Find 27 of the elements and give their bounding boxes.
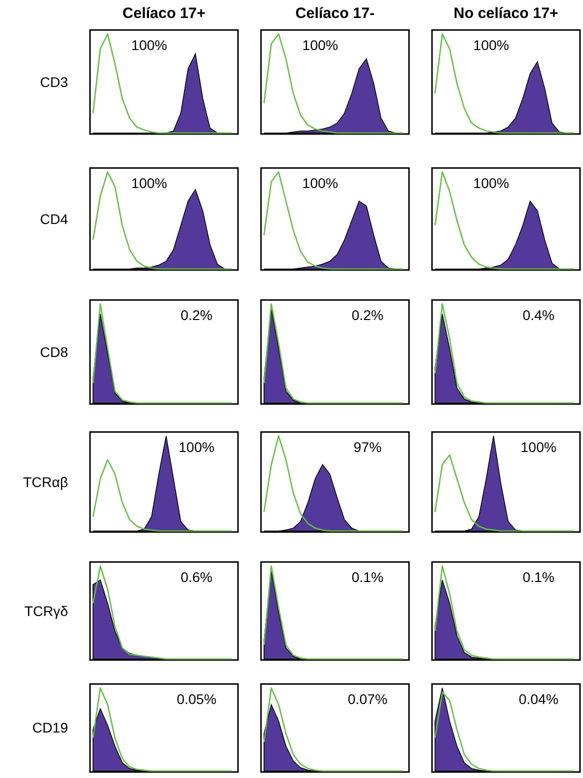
annotation: 0.1%: [522, 569, 555, 585]
annotation: 100%: [131, 175, 168, 191]
annotation: 0.6%: [180, 569, 213, 585]
annotation: 100%: [520, 439, 556, 455]
annotation: 100%: [131, 37, 168, 53]
annotation: 100%: [178, 439, 214, 455]
annotation: 0.1%: [352, 569, 384, 585]
annotation: 100%: [473, 37, 510, 53]
annotation: 100%: [473, 175, 510, 191]
y-axis-title: CD4: [40, 211, 68, 228]
annotation: 100%: [302, 175, 338, 191]
annotation: 0.2%: [352, 307, 384, 323]
y-axis-title: CD3: [40, 74, 68, 90]
annotation: 0.2%: [180, 307, 213, 323]
annotation: 0.07%: [348, 691, 388, 707]
annotation: 0.05%: [176, 691, 216, 707]
y-axis-title: CD8: [40, 344, 68, 360]
y-axis-title: CD19: [32, 719, 68, 736]
chart-title: No celíaco 17+: [454, 5, 559, 22]
annotation: 0.4%: [522, 307, 555, 323]
chart-title: Celíaco 17-: [295, 5, 375, 22]
annotation: 97%: [354, 439, 382, 455]
chart-title: Celíaco 17+: [122, 5, 206, 22]
annotation: 0.04%: [518, 691, 558, 707]
y-axis-title: TCRαβ: [23, 474, 68, 490]
y-axis-title: TCRγδ: [24, 602, 68, 619]
annotation: 100%: [302, 37, 338, 53]
